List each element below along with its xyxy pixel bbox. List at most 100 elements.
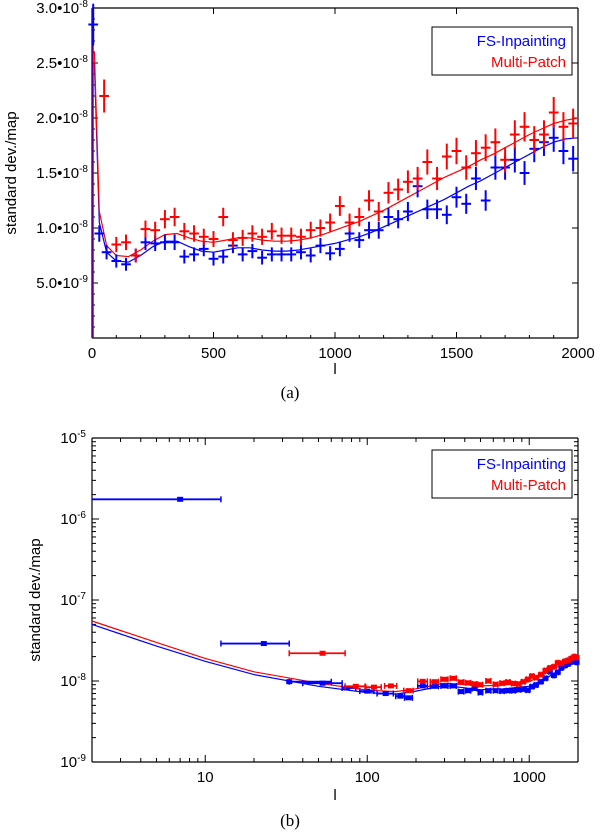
panel-a-point-fs <box>568 145 578 172</box>
panel-a-point-fs <box>266 247 277 262</box>
panel-a-point-mp <box>140 220 151 238</box>
panel-a-point-mp <box>568 108 578 139</box>
panel-b-marker <box>565 661 572 667</box>
panel-a-point-mp <box>412 166 423 191</box>
panel-b-legend-mp: Multi-Patch <box>491 477 566 494</box>
panel-a-point-mp <box>422 149 433 175</box>
panel-b-marker <box>568 659 575 665</box>
panel-b-marker <box>546 669 553 675</box>
panel-a-point-mp <box>130 248 141 263</box>
panel-a-point-mp <box>121 234 131 251</box>
panel-b-point-fs <box>499 688 506 695</box>
panel-a-point-mp <box>325 213 335 232</box>
panel-b-marker <box>573 659 580 665</box>
panel-b-marker <box>352 683 359 689</box>
panel-b-marker <box>405 688 412 694</box>
panel-a-legend-mp: Multi-Patch <box>491 54 566 71</box>
panel-a-point-mp <box>286 227 297 244</box>
panel-b-marker <box>499 680 506 686</box>
panel-b-marker <box>546 665 553 671</box>
panel-b-marker <box>343 685 350 691</box>
panel-b-marker <box>561 658 568 664</box>
panel-a-xtick-label: 500 <box>201 345 226 362</box>
panel-a-point-fs <box>296 245 306 260</box>
panel-a-point-mp <box>451 137 462 165</box>
panel-b-xlabel: l <box>333 787 336 804</box>
panel-b-marker <box>558 665 565 671</box>
panel-b-point-fs <box>449 682 458 689</box>
panel-b-marker <box>537 672 544 678</box>
panel-a-point-mp <box>383 182 394 204</box>
panel-a-point-mp <box>344 213 355 232</box>
panel-a-xlabel: l <box>333 361 336 378</box>
panel-a-point-fs <box>237 247 248 262</box>
panel-b-marker <box>510 688 517 694</box>
panel-b-point-fs <box>485 687 492 694</box>
panel-a-point-mp <box>160 210 170 229</box>
panel-b-marker <box>450 675 457 681</box>
panel-a-point-fs <box>383 207 394 227</box>
panel-a-point-fs <box>558 137 569 165</box>
panel-a-point-mp <box>276 227 287 244</box>
panel-a-chart: 0 500 1000 1500 2000 5.0•10-9 1.0•10-8 1.5•10-8… <box>3 0 595 402</box>
panel-a-ticks: 0 500 1000 1500 2000 5.0•10-9 1.0•10-8 1.5•10-8… <box>36 0 594 362</box>
panel-a-point-fs <box>257 250 267 265</box>
panel-b-point-mp <box>440 676 449 683</box>
panel-a-point-mp <box>373 201 384 222</box>
panel-a-point-fs <box>335 241 345 257</box>
panel-b-marker <box>419 678 426 684</box>
panel-a-point-fs <box>393 210 404 229</box>
panel-b-marker <box>520 686 527 692</box>
panel-b-point-mp <box>537 671 544 678</box>
panel-a-point-fs <box>548 123 559 152</box>
panel-b-marker <box>510 681 517 687</box>
panel-a-legend-fs: FS-Inpainting <box>477 33 566 50</box>
panel-b-legend: FS-Inpainting Multi-Patch <box>431 449 573 499</box>
panel-a-point-mp <box>208 231 219 247</box>
panel-b-point-fs <box>92 496 222 503</box>
panel-b-point-fs <box>542 675 549 682</box>
panel-a-point-mp <box>198 228 209 245</box>
panel-b-point-mp <box>365 684 382 691</box>
panel-a-point-mp <box>189 225 199 242</box>
panel-a-point-mp <box>441 143 452 170</box>
panel-b-point-mp <box>505 679 512 686</box>
panel-a-ytick-label: 1.5•10-8 <box>36 164 88 182</box>
panel-a-point-fs <box>160 234 170 251</box>
panel-b-caption: (b) <box>280 811 300 830</box>
panel-b-marker <box>441 676 448 682</box>
panel-b-point-fs <box>477 689 484 696</box>
panel-a-point-fs <box>189 247 199 262</box>
panel-a-point-mp <box>169 207 180 227</box>
panel-b-legend-fs: FS-Inpainting <box>477 456 566 473</box>
panel-a-point-mp <box>218 207 229 227</box>
panel-b-marker <box>528 673 535 679</box>
panel-a-legend: FS-Inpainting Multi-Patch <box>431 26 573 76</box>
panel-b-marker <box>528 684 535 690</box>
panel-b-point-fs <box>515 686 522 693</box>
panel-a-point-mp <box>228 232 238 248</box>
panel-a-point-mp <box>315 219 326 237</box>
panel-b-marker <box>477 690 484 696</box>
panel-b-point-fs <box>492 687 499 694</box>
panel-b-marker <box>492 681 499 687</box>
panel-b-point-mp <box>383 682 398 689</box>
panel-b-point-mp <box>471 680 478 687</box>
panel-a-point-mp <box>539 120 549 149</box>
panel-b-point-fs <box>505 687 512 694</box>
panel-a-point-mp <box>432 166 442 191</box>
panel-b-marker <box>431 679 438 685</box>
panel-a-point-mp <box>111 236 122 253</box>
panel-a-point-mp <box>179 222 190 240</box>
panel-b-point-mp <box>464 679 472 686</box>
panel-a-point-fs <box>490 155 501 180</box>
panel-a-point-mp <box>99 79 110 113</box>
panel-b-point-fs <box>403 694 414 701</box>
panel-a-point-fs <box>480 190 491 211</box>
panel-b-marker <box>568 655 575 661</box>
panel-b-ytick-label: 10-5 <box>60 429 86 447</box>
panel-b-point-mp <box>492 681 499 688</box>
panel-a-point-mp <box>509 120 520 149</box>
panel-b-marker <box>499 688 506 694</box>
panel-b-point-mp <box>402 687 414 694</box>
